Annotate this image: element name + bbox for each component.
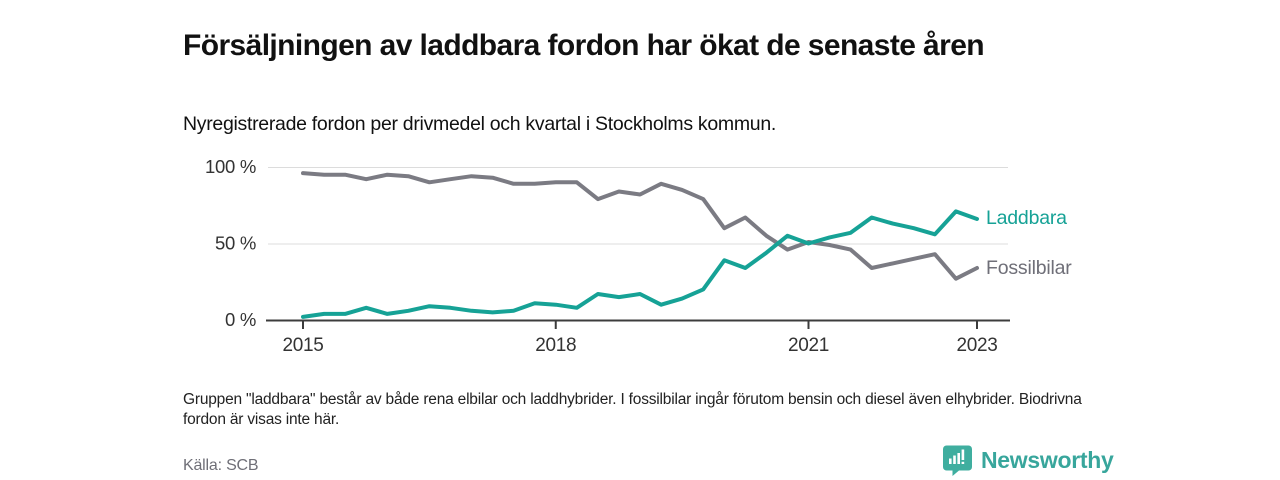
- y-axis-tick-label: 0 %: [225, 309, 256, 330]
- series-label-fossilbilar: Fossilbilar: [986, 257, 1072, 279]
- source-credit: Källa: SCB: [183, 457, 259, 474]
- x-axis-tick-label: 2021: [788, 335, 829, 356]
- chart-footnote: Gruppen "laddbara" består av både rena e…: [183, 390, 1082, 428]
- x-axis-tick-label: 2015: [282, 335, 323, 356]
- page-subtitle: Nyregistrerade fordon per drivmedel och …: [183, 112, 777, 135]
- series-line-fossilbilar: [301, 171, 979, 281]
- series-label-laddbara: Laddbara: [986, 207, 1067, 229]
- newsworthy-logo[interactable]: Newsworthy: [942, 444, 1114, 477]
- page-title: Försäljningen av laddbara fordon har öka…: [183, 29, 985, 63]
- y-axis-tick-label: 100 %: [205, 156, 256, 177]
- x-axis-tick-label: 2023: [956, 335, 997, 356]
- series-line-laddbara: [301, 209, 979, 319]
- x-axis-tick-label: 2018: [535, 335, 576, 356]
- newsworthy-logo-icon: [942, 444, 973, 477]
- y-axis-tick-label: 50 %: [215, 233, 256, 254]
- newsworthy-logo-text: Newsworthy: [981, 447, 1114, 473]
